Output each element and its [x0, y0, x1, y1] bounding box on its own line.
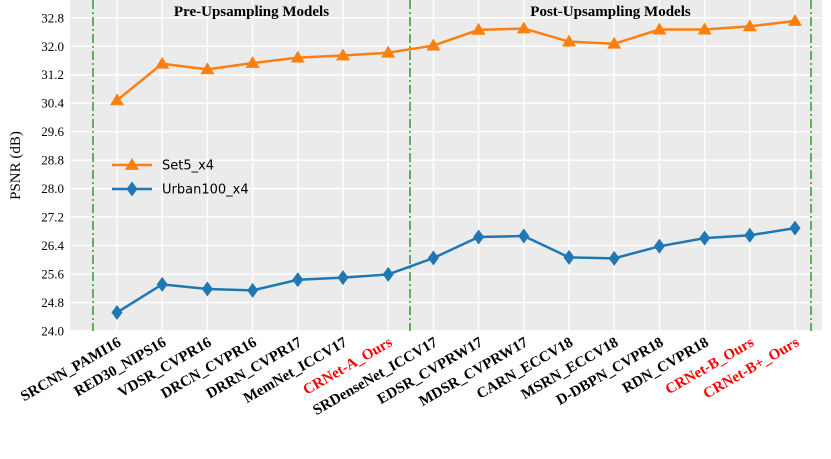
data-point-Set5_x4 — [516, 21, 531, 34]
plot-background — [70, 0, 822, 331]
y-tick-label: 31.2 — [41, 67, 64, 82]
data-point-Urban100_x4 — [111, 304, 123, 320]
x-axis-ticks: SRCNN_PAMI16RED30_NIPS16VDSR_CVPR16DRCN_… — [18, 334, 802, 419]
y-tick-label: 27.2 — [41, 210, 64, 225]
y-tick-label: 32.0 — [41, 39, 64, 54]
data-point-Set5_x4 — [426, 38, 441, 51]
y-tick-label: 25.6 — [41, 267, 64, 282]
y-tick-label: 28.8 — [41, 153, 64, 168]
data-point-Urban100_x4 — [789, 220, 801, 236]
region-label: Pre-Upsampling Models — [174, 4, 329, 20]
data-point-Urban100_x4 — [427, 250, 439, 266]
data-point-Urban100_x4 — [156, 276, 168, 292]
data-point-Urban100_x4 — [201, 281, 213, 297]
data-point-Urban100_x4 — [473, 229, 485, 245]
legend-label-Set5_x4: Set5_x4 — [162, 159, 214, 174]
grid — [70, 0, 822, 332]
legend-marker-Set5_x4 — [125, 158, 139, 170]
y-tick-label: 24.0 — [41, 324, 64, 339]
data-point-Urban100_x4 — [744, 227, 756, 243]
y-tick-label: 28.0 — [41, 181, 64, 196]
series-layer — [110, 13, 802, 320]
data-point-Urban100_x4 — [608, 250, 620, 266]
legend-label-Urban100_x4: Urban100_x4 — [162, 183, 249, 198]
series-line-Urban100_x4 — [116, 226, 796, 314]
data-point-Urban100_x4 — [518, 228, 530, 244]
data-point-Set5_x4 — [562, 34, 576, 47]
data-point-Urban100_x4 — [382, 266, 394, 282]
data-point-Set5_x4 — [381, 45, 396, 58]
y-tick-label: 32.8 — [41, 10, 64, 25]
data-point-Set5_x4 — [155, 56, 170, 69]
data-point-Urban100_x4 — [292, 272, 304, 288]
data-point-Set5_x4 — [110, 93, 124, 106]
data-point-Set5_x4 — [742, 19, 757, 32]
y-tick-label: 30.4 — [41, 96, 64, 111]
region-label: Post-Upsampling Models — [530, 4, 691, 20]
data-point-Urban100_x4 — [653, 238, 665, 254]
legend: Set5_x4 Urban100_x4 — [112, 158, 249, 198]
y-tick-label: 29.6 — [41, 124, 64, 139]
data-point-Set5_x4 — [245, 55, 260, 68]
region-dividers: Pre-Upsampling Models Post-Upsampling Mod… — [92, 0, 812, 331]
data-point-Urban100_x4 — [247, 282, 259, 298]
data-point-Set5_x4 — [607, 36, 622, 49]
data-point-Set5_x4 — [697, 22, 712, 35]
legend-marker-Urban100_x4 — [126, 181, 138, 197]
data-point-Set5_x4 — [652, 22, 667, 35]
series-line-Set5_x4 — [116, 19, 796, 102]
y-tick-label: 26.4 — [41, 238, 64, 253]
data-point-Set5_x4 — [336, 48, 350, 61]
data-point-Urban100_x4 — [699, 230, 711, 246]
data-point-Set5_x4 — [788, 13, 802, 26]
y-axis-ticks: 24.0 24.8 25.6 26.4 27.2 28.0 28.8 29.6 30.4 31.2… — [41, 10, 64, 338]
data-point-Set5_x4 — [200, 62, 215, 75]
data-point-Urban100_x4 — [563, 249, 575, 265]
data-point-Set5_x4 — [290, 50, 305, 63]
y-tick-label: 24.8 — [41, 295, 64, 310]
y-axis-label: PSNR (dB) — [8, 131, 24, 200]
data-point-Set5_x4 — [471, 22, 486, 35]
data-point-Urban100_x4 — [337, 270, 349, 286]
